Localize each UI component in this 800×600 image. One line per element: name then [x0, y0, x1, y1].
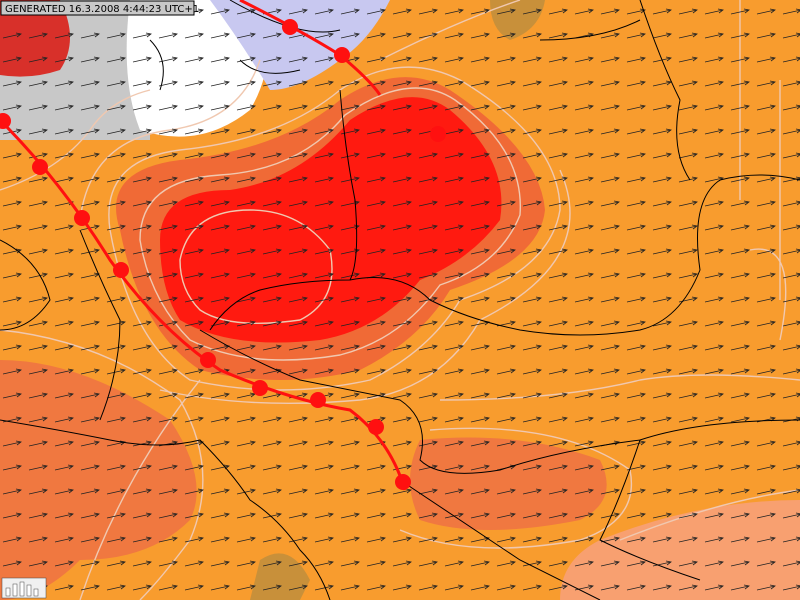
warm-front	[0, 0, 446, 491]
legend-icon	[1, 577, 47, 599]
generated-stamp: GENERATED 16.3.2008 4:44:23 UTC+1	[5, 4, 199, 15]
stamp-box	[0, 0, 195, 16]
